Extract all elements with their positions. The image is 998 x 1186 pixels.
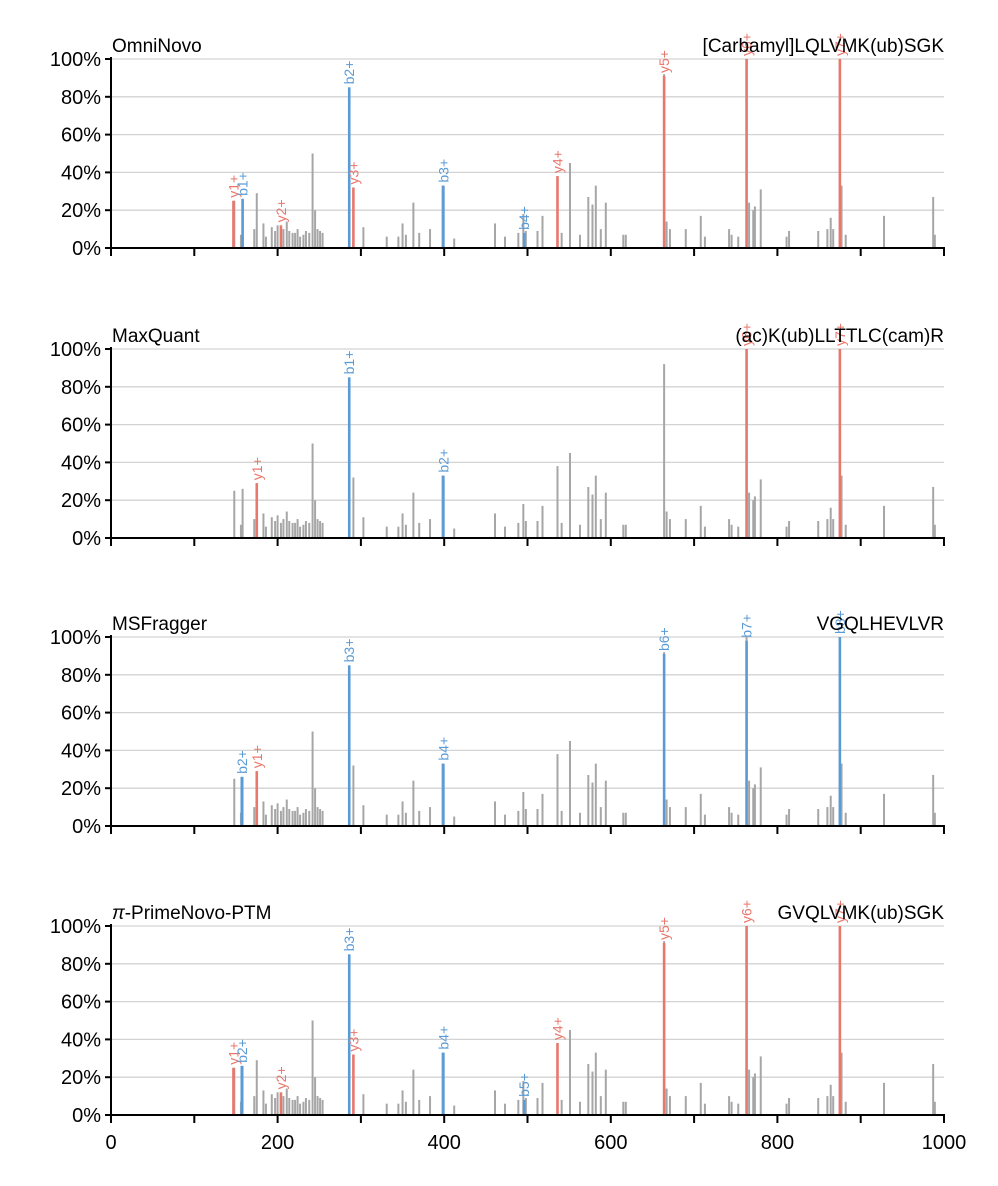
y-ion-label: y3+ — [345, 1029, 361, 1052]
b-ion-label: b3+ — [341, 639, 357, 663]
y-ion-label: y4+ — [549, 150, 565, 173]
y-tick-label: 20% — [61, 1067, 101, 1089]
y-ion-label: y2+ — [273, 199, 289, 222]
panel-title: π-PrimeNovo-PTM — [112, 903, 271, 924]
y-tick-label: 0% — [72, 816, 101, 838]
b-ion-label: b8+ — [832, 610, 848, 634]
y-ion-label: y4+ — [549, 1017, 565, 1040]
y-tick-label: 40% — [61, 740, 101, 762]
y-ion-label: y3+ — [345, 162, 361, 185]
b-ion-label: b4+ — [435, 737, 451, 761]
x-tick-label: 1000 — [922, 1132, 967, 1154]
y-ion-label: y1+ — [249, 457, 265, 480]
x-tick-label: 600 — [594, 1132, 627, 1154]
b-ion-label: b2+ — [234, 750, 250, 774]
y-tick-label: 60% — [61, 415, 101, 437]
spectrum-panel: y1+ b1+ b2+ y6+ y7+ 0% 20% 40% 60% 80% 100% MaxQuan… — [50, 323, 945, 550]
y-tick-label: 100% — [50, 627, 101, 649]
panel-title: MaxQuant — [112, 326, 200, 347]
y-ion-label: y5+ — [656, 50, 672, 73]
y-tick-label: 80% — [61, 87, 101, 109]
y-tick-label: 100% — [50, 339, 101, 361]
panel-title: OmniNovo — [112, 36, 202, 57]
panel-title: MSFragger — [112, 614, 208, 635]
y-tick-label: 60% — [61, 125, 101, 147]
peptide-sequence: GVQLVMK(ub)SGK — [778, 903, 945, 924]
panel-title-prefix: π — [112, 903, 126, 924]
b-ion-label: b4+ — [516, 206, 532, 230]
b-ion-label: b7+ — [739, 614, 755, 638]
peptide-sequence: VGQLHEVLVR — [817, 614, 944, 635]
x-tick-label: 200 — [261, 1132, 294, 1154]
spectrum-panel: y1+b1+ y2+ b2+ y3+ b3+ b4+ y4+ y5+ y6+ y7+ 0% 20% 40… — [50, 33, 945, 260]
panel-title-text: -PrimeNovo-PTM — [125, 903, 272, 924]
spectrum-panel: y1+b2+ y2+ b3+ y3+ b4+ b5+ y4+ y5+ y6+ y7+ 0% 20% 40… — [50, 900, 966, 1154]
y-ion-label: y1+ — [225, 175, 241, 198]
y-tick-label: 0% — [72, 238, 101, 260]
x-tick-label: 400 — [428, 1132, 461, 1154]
b-ion-label: b6+ — [656, 627, 672, 651]
y-ion-label: y1+ — [225, 1042, 241, 1065]
y-tick-label: 20% — [61, 200, 101, 222]
b-ion-label: b3+ — [435, 159, 451, 183]
y-ion-label: y2+ — [273, 1066, 289, 1089]
y-ion-label: y5+ — [656, 917, 672, 940]
x-tick-label: 0 — [105, 1132, 116, 1154]
peptide-sequence: (ac)K(ub)LLTTLC(cam)R — [735, 326, 944, 347]
peptide-sequence: [Carbamyl]LQLVMK(ub)SGK — [703, 36, 945, 57]
y-tick-label: 0% — [72, 1105, 101, 1127]
y-tick-label: 60% — [61, 703, 101, 725]
y-ion-label: y7+ — [832, 323, 848, 346]
y-ion-label: y6+ — [739, 33, 755, 56]
spectrum-panel: b2+y1+ b3+ b4+ b6+ b7+ b8+ 0% 20% 40% 60% 80% 100% M… — [50, 610, 945, 838]
b-ion-label: b1+ — [341, 351, 357, 375]
b-ion-label: b3+ — [341, 928, 357, 952]
y-tick-label: 40% — [61, 1029, 101, 1051]
y-tick-label: 100% — [50, 49, 101, 71]
y-ion-label: y1+ — [249, 745, 265, 768]
y-tick-label: 0% — [72, 528, 101, 550]
y-tick-label: 40% — [61, 162, 101, 184]
y-ion-label: y7+ — [832, 900, 848, 923]
b-ion-label: b5+ — [516, 1073, 532, 1097]
b-ion-label: b2+ — [435, 449, 451, 473]
y-tick-label: 40% — [61, 452, 101, 474]
b-ion-label: b2+ — [341, 61, 357, 85]
y-tick-label: 80% — [61, 377, 101, 399]
y-tick-label: 20% — [61, 490, 101, 512]
y-tick-label: 80% — [61, 954, 101, 976]
b-ion-label: b2+ — [234, 1039, 250, 1063]
y-ion-label: y7+ — [832, 33, 848, 56]
y-ion-label: y6+ — [739, 900, 755, 923]
y-tick-label: 20% — [61, 778, 101, 800]
y-tick-label: 80% — [61, 665, 101, 687]
b-ion-label: b4+ — [435, 1026, 451, 1050]
y-tick-label: 60% — [61, 992, 101, 1014]
y-ion-label: y6+ — [739, 323, 755, 346]
y-tick-label: 100% — [50, 916, 101, 938]
b-ion-label: b1+ — [235, 172, 251, 196]
x-tick-label: 800 — [761, 1132, 794, 1154]
